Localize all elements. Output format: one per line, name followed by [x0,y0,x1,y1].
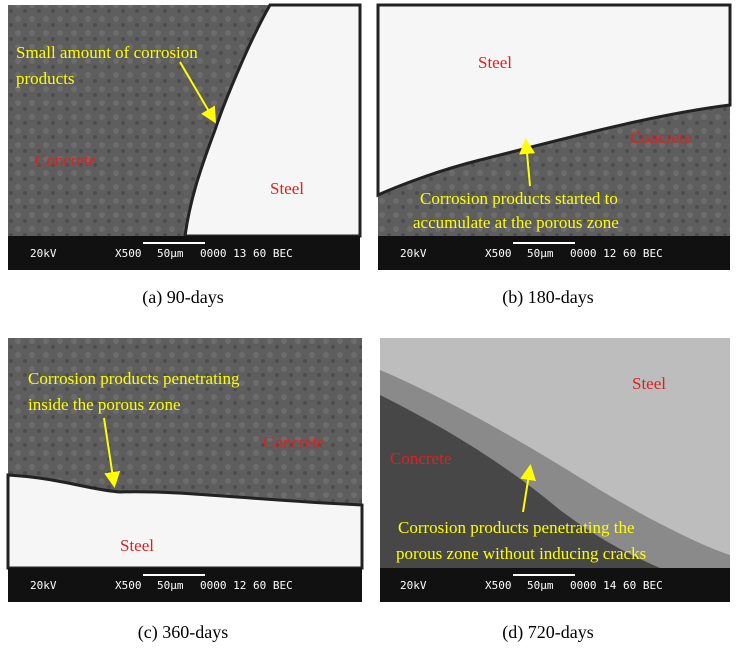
annotation: Small amount of corrosion [16,43,198,62]
sem-voltage: 20kV [30,247,57,260]
sem-voltage: 20kV [400,579,427,592]
annotation: products [16,69,75,88]
sem-scale: 50µm [527,579,554,592]
sem-bar [378,236,730,270]
panel-d: 20kV X500 50µm 0000 14 60 BEC Steel Conc… [380,338,730,643]
sem-bar [380,568,730,602]
annotation: Corrosion products penetrating [28,369,240,388]
sem-voltage: 20kV [400,247,427,260]
panel-c: 20kV X500 50µm 0000 12 60 BEC Corrosion … [8,338,362,643]
steel-label: Steel [632,374,666,393]
concrete-label: Concrete [630,128,691,147]
sem-scale: 50µm [527,247,554,260]
caption: (a) 90-days [142,287,223,308]
annotation: porous zone without inducing cracks [396,544,646,563]
concrete-label: Concrete [390,449,451,468]
concrete-label: Concrete [35,151,96,170]
sem-bar [8,236,360,270]
caption: (b) 180-days [502,287,593,308]
sem-scale: 50µm [157,247,184,260]
annotation: accumulate at the porous zone [413,213,619,232]
steel-label: Steel [270,179,304,198]
concrete-label: Concrete [263,433,324,452]
steel-label: Steel [120,536,154,555]
sem-magnification: X500 [485,579,512,592]
sem-voltage: 20kV [30,579,57,592]
sem-magnification: X500 [115,579,142,592]
caption: (c) 360-days [138,622,228,643]
sem-info: 0000 12 60 BEC [200,579,293,592]
annotation: inside the porous zone [28,395,181,414]
panel-a: 20kV X500 50µm 0000 13 60 BEC Small amou… [8,5,360,308]
sem-info: 0000 13 60 BEC [200,247,293,260]
sem-info: 0000 14 60 BEC [570,579,663,592]
sem-info: 0000 12 60 BEC [570,247,663,260]
sem-scale: 50µm [157,579,184,592]
annotation: Corrosion products started to [420,189,618,208]
caption: (d) 720-days [502,622,593,643]
steel-label: Steel [478,53,512,72]
annotation: Corrosion products penetrating the [398,518,635,537]
sem-magnification: X500 [115,247,142,260]
panel-b: 20kV X500 50µm 0000 12 60 BEC Steel Conc… [378,5,730,308]
sem-bar [8,568,362,602]
figure: 20kV X500 50µm 0000 13 60 BEC Small amou… [0,0,737,652]
sem-magnification: X500 [485,247,512,260]
